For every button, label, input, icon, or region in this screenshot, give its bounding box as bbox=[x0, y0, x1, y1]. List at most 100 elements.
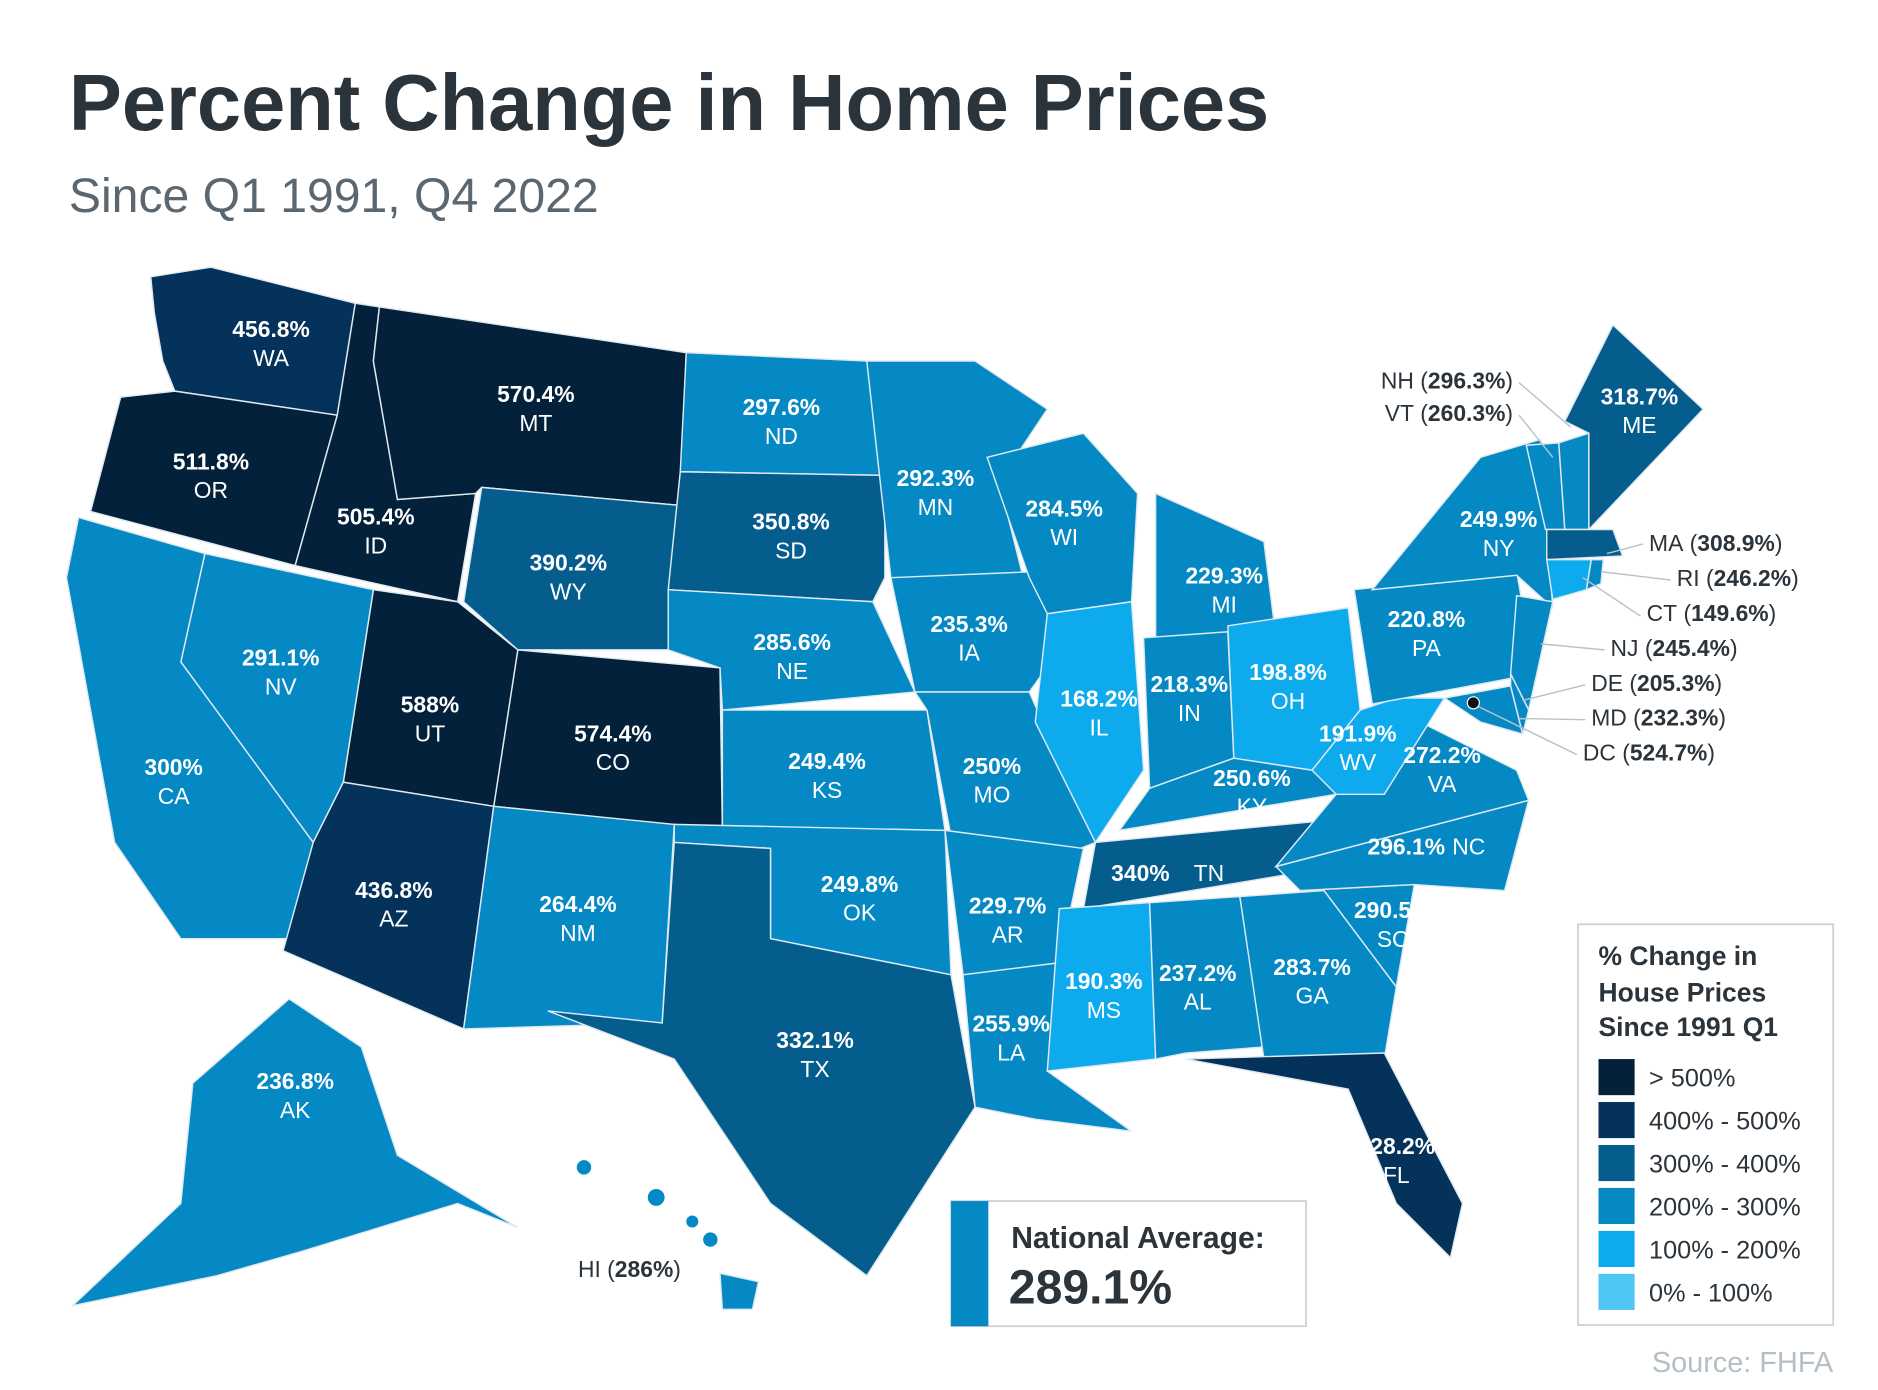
state-az bbox=[282, 781, 495, 1031]
state-label-wa: 456.8% WA bbox=[232, 316, 310, 371]
state-label-wv: 191.9% WV bbox=[1319, 720, 1397, 775]
state-abbr: GA bbox=[1296, 983, 1330, 1009]
state-abbr: MD bbox=[1591, 705, 1627, 731]
state-abbr: WA bbox=[253, 345, 290, 371]
state-abbr: TX bbox=[800, 1056, 829, 1082]
state-label-ut: 588% UT bbox=[401, 691, 459, 746]
state-abbr: NJ bbox=[1611, 635, 1639, 661]
state-abbr: MN bbox=[918, 494, 954, 520]
state-abbr: MO bbox=[974, 782, 1011, 808]
paren: ( bbox=[1700, 565, 1714, 591]
state-value: 524.7% bbox=[1630, 740, 1708, 766]
paren: ( bbox=[1414, 400, 1428, 426]
state-abbr: MS bbox=[1087, 997, 1121, 1023]
legend-swatch bbox=[1598, 1144, 1635, 1182]
state-abbr: AR bbox=[992, 921, 1024, 947]
leader-line bbox=[1582, 577, 1642, 617]
state-label-oh: 198.8% OH bbox=[1249, 659, 1327, 714]
state-value: 574.4% bbox=[574, 720, 652, 746]
state-abbr: LA bbox=[997, 1039, 1026, 1065]
paren: ( bbox=[1627, 705, 1641, 731]
state-abbr: PA bbox=[1412, 635, 1442, 661]
state-value: 284.5% bbox=[1025, 495, 1103, 521]
page-subtitle: Since Q1 1991, Q4 2022 bbox=[69, 169, 599, 223]
state-label-mi: 229.3% MI bbox=[1185, 563, 1263, 618]
paren: ) bbox=[1775, 530, 1783, 556]
state-value: 245.4% bbox=[1652, 635, 1730, 661]
state-label-fl: 428.2% FL bbox=[1358, 1133, 1436, 1188]
state-value: 149.6% bbox=[1691, 600, 1769, 626]
hawaii-island bbox=[686, 1215, 699, 1228]
legend-label: 300% - 400% bbox=[1649, 1151, 1801, 1179]
state-value: 236.8% bbox=[256, 1068, 334, 1094]
state-label-or: 511.8% OR bbox=[173, 448, 249, 503]
state-label-ms: 190.3% MS bbox=[1065, 968, 1143, 1023]
state-value: 588% bbox=[401, 691, 459, 717]
paren: ( bbox=[1677, 600, 1691, 626]
state-abbr: AZ bbox=[379, 906, 408, 932]
state-label-tx: 332.1% TX bbox=[776, 1027, 854, 1082]
state-abbr: AK bbox=[280, 1097, 311, 1123]
state-value: 308.9% bbox=[1697, 530, 1775, 556]
legend-swatch bbox=[1598, 1059, 1635, 1096]
state-label-sd: 350.8% SD bbox=[752, 509, 830, 564]
state-hi bbox=[719, 1272, 760, 1311]
paren: ) bbox=[1730, 635, 1738, 661]
state-al bbox=[1148, 895, 1265, 1060]
legend-swatch bbox=[1598, 1230, 1635, 1268]
state-abbr: DC bbox=[1583, 740, 1616, 766]
state-label-la: 255.9% LA bbox=[972, 1010, 1050, 1065]
legend-swatch bbox=[1598, 1273, 1635, 1310]
state-label-nv: 291.1% NV bbox=[242, 645, 320, 700]
legend-label: 100% - 200% bbox=[1649, 1237, 1801, 1265]
legend: % Change in House Prices Since 1991 Q1 >… bbox=[1577, 923, 1835, 1326]
state-label-ga: 283.7% GA bbox=[1273, 954, 1351, 1009]
state-value: 286% bbox=[615, 1256, 673, 1282]
state-value: 570.4% bbox=[497, 381, 575, 407]
state-abbr: ME bbox=[1622, 412, 1656, 438]
state-value: 511.8% bbox=[173, 448, 249, 474]
state-value: 229.3% bbox=[1185, 563, 1263, 589]
state-label-ny: 249.9% NY bbox=[1460, 506, 1538, 561]
state-value: 260.3% bbox=[1428, 400, 1506, 426]
state-abbr: CT bbox=[1647, 600, 1678, 626]
paren: ) bbox=[1715, 670, 1723, 696]
state-label-nc: 296.1% NC bbox=[1368, 833, 1486, 859]
state-nh bbox=[1558, 432, 1590, 531]
state-il bbox=[1034, 600, 1145, 844]
callout-hi: HI (286%) bbox=[578, 1256, 681, 1282]
state-value: 190.3% bbox=[1065, 968, 1143, 994]
state-label-tn: 340% TN bbox=[1111, 860, 1224, 886]
state-label-az: 436.8% AZ bbox=[355, 877, 433, 932]
state-abbr: NH bbox=[1381, 368, 1414, 394]
legend-label: > 500% bbox=[1649, 1065, 1735, 1093]
callout-leader-lines bbox=[1475, 382, 1671, 756]
state-abbr: KS bbox=[812, 777, 842, 803]
state-abbr: TN bbox=[1194, 860, 1224, 886]
state-value: 390.2% bbox=[530, 549, 608, 575]
state-value: 229.7% bbox=[969, 892, 1047, 918]
state-abbr: IA bbox=[958, 640, 980, 666]
state-sd bbox=[667, 471, 886, 603]
legend-label: 0% - 100% bbox=[1649, 1280, 1773, 1308]
callout-dc: DC (524.7%) bbox=[1583, 740, 1715, 766]
callout-de: DE (205.3%) bbox=[1591, 670, 1722, 696]
paren: ) bbox=[1769, 600, 1777, 626]
paren: ( bbox=[1683, 530, 1697, 556]
state-value: 292.3% bbox=[897, 465, 975, 491]
state-abbr: NM bbox=[560, 920, 596, 946]
leader-line bbox=[1600, 570, 1671, 581]
leader-line bbox=[1522, 684, 1586, 702]
state-label-pa: 220.8% PA bbox=[1388, 606, 1466, 661]
state-abbr: OH bbox=[1271, 688, 1305, 714]
state-label-ca: 300% CA bbox=[144, 754, 202, 809]
state-label-ky: 250.6% KY bbox=[1213, 765, 1291, 820]
leader-line bbox=[1606, 543, 1644, 555]
state-abbr: NV bbox=[265, 673, 298, 699]
callout-vt: VT (260.3%) bbox=[1385, 400, 1513, 426]
hawaii-island bbox=[703, 1232, 718, 1247]
paren: ) bbox=[1791, 565, 1799, 591]
state-abbr: ND bbox=[765, 423, 798, 449]
state-label-id: 505.4% ID bbox=[337, 504, 415, 559]
